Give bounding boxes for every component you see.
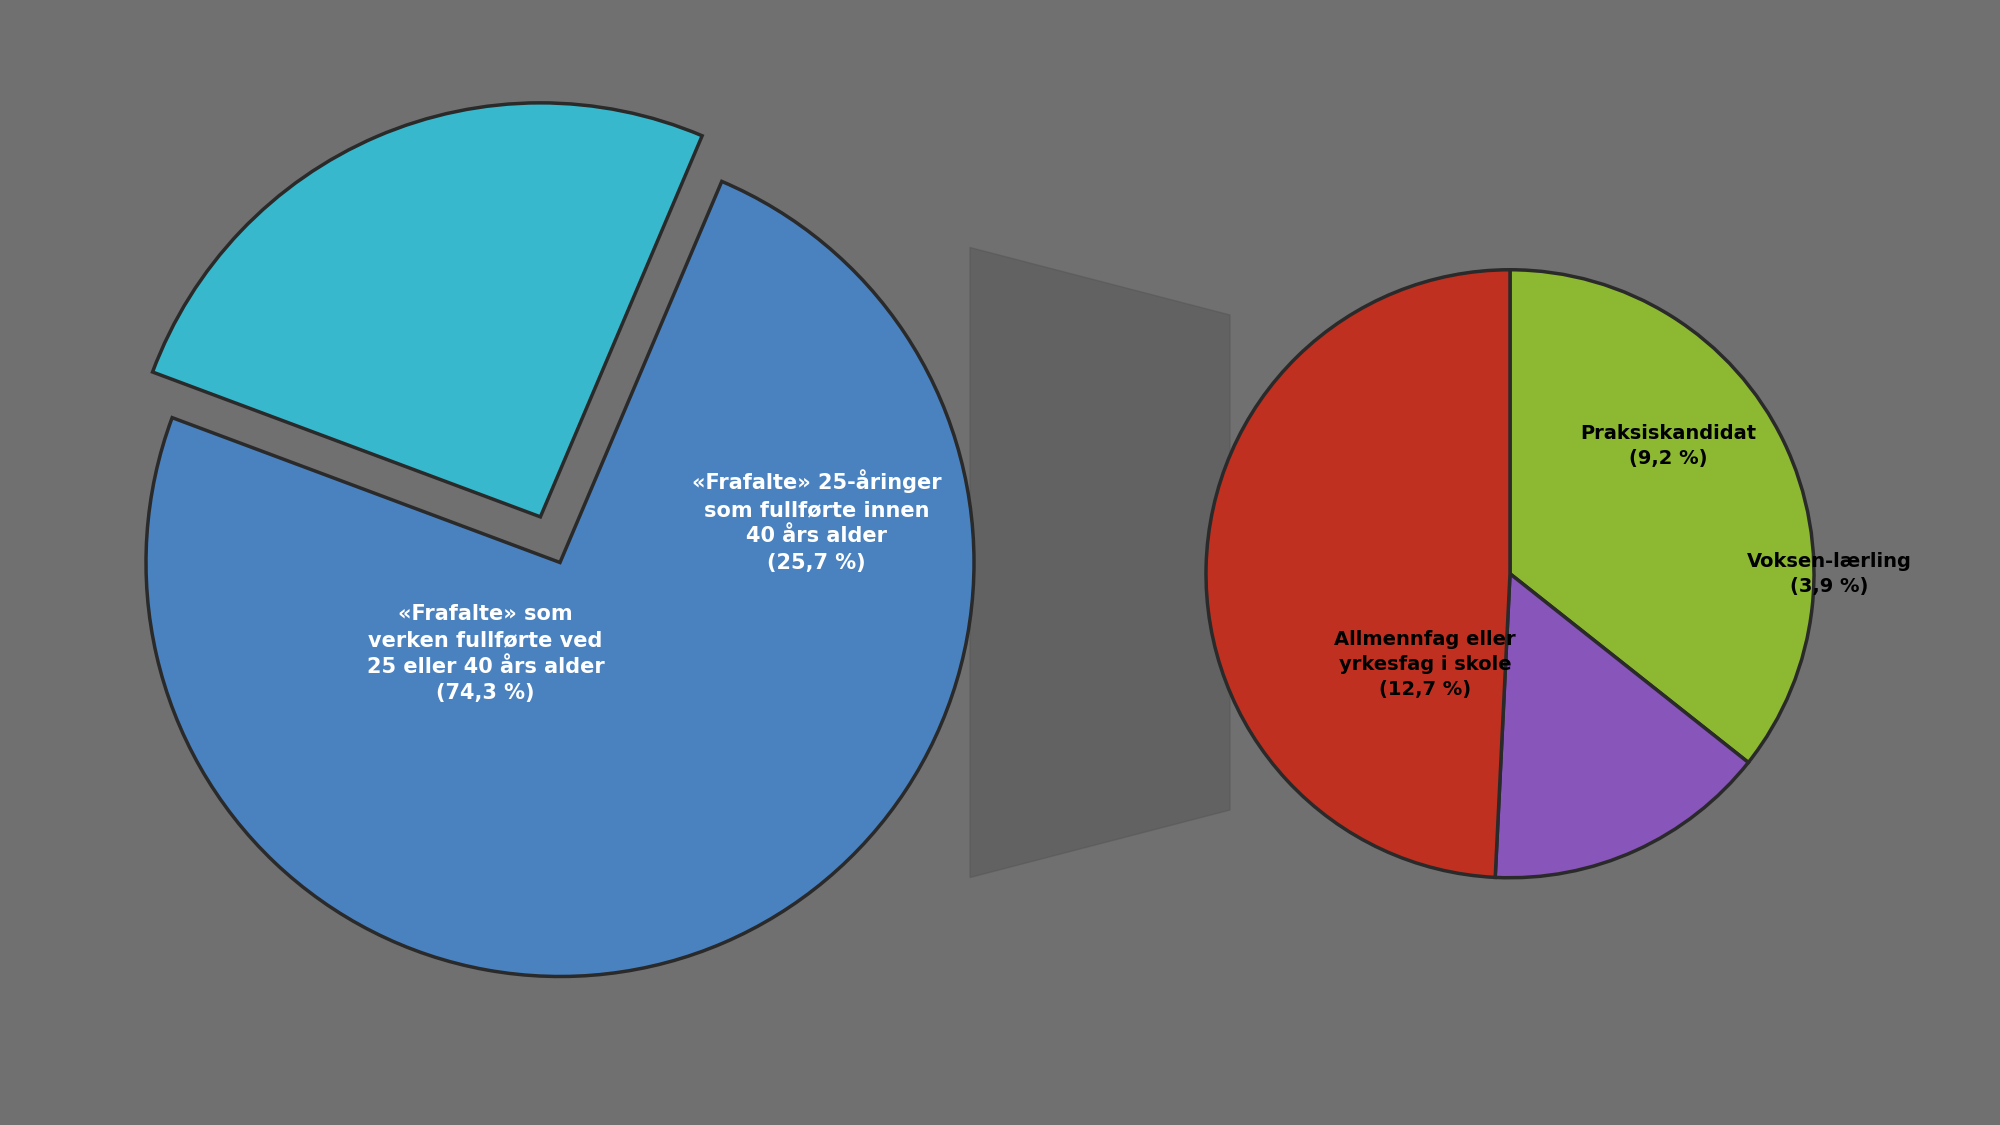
Wedge shape [146, 181, 974, 976]
Wedge shape [152, 102, 702, 516]
Text: Praksiskandidat
(9,2 %): Praksiskandidat (9,2 %) [1580, 424, 1756, 468]
Text: «Frafalte» 25-åringer
som fullførte innen
40 års alder
(25,7 %): «Frafalte» 25-åringer som fullførte inne… [692, 469, 942, 573]
Polygon shape [970, 248, 1230, 878]
Wedge shape [1496, 574, 1748, 878]
Wedge shape [1206, 270, 1510, 878]
Text: Allmennfag eller
yrkesfag i skole
(12,7 %): Allmennfag eller yrkesfag i skole (12,7 … [1334, 630, 1516, 700]
Text: «Frafalte» som
verken fullførte ved
25 eller 40 års alder
(74,3 %): «Frafalte» som verken fullførte ved 25 e… [366, 604, 604, 703]
Text: Voksen-lærling
(3,9 %): Voksen-lærling (3,9 %) [1746, 551, 1912, 596]
Wedge shape [1510, 270, 1814, 763]
